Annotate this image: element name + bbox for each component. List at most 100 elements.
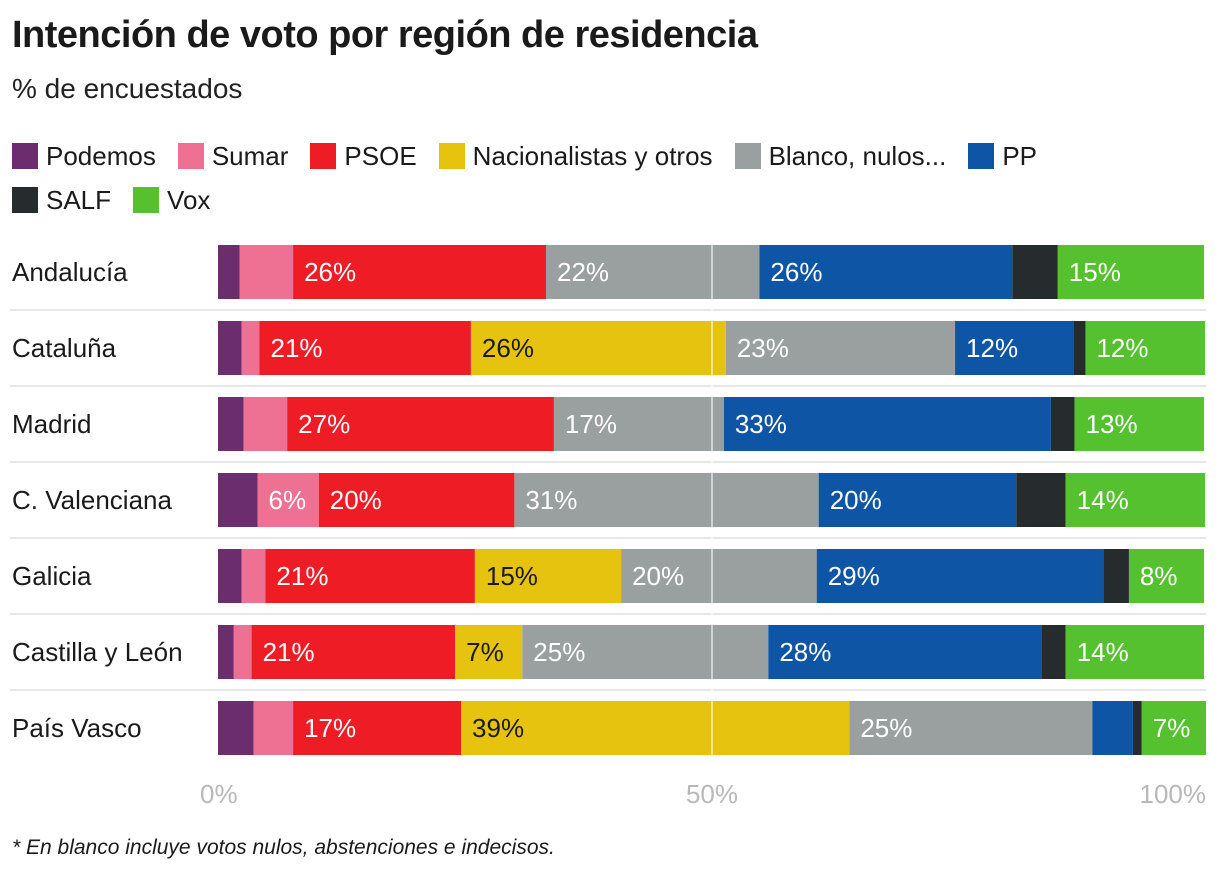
bar-segment	[818, 473, 1017, 527]
bar-segment	[955, 321, 1074, 375]
bar-segment	[243, 397, 288, 451]
category-label: Castilla y León	[12, 637, 183, 667]
x-tick-label: 50%	[686, 779, 738, 809]
bar-segment	[293, 701, 462, 755]
category-label: Cataluña	[12, 333, 117, 363]
data-label: 14%	[1077, 637, 1129, 667]
data-label: 39%	[472, 713, 524, 743]
chart-subtitle: % de encuestados	[12, 73, 243, 104]
bar-segment	[1065, 625, 1205, 679]
data-label: 26%	[482, 333, 534, 363]
bar-segment	[233, 625, 252, 679]
data-label: 21%	[270, 333, 322, 363]
bar-segment	[553, 397, 724, 451]
bar-segment	[265, 549, 475, 603]
legend-label: PSOE	[344, 140, 417, 171]
legend-item: Sumar	[177, 140, 289, 172]
bar-segment	[1085, 321, 1206, 375]
legend-label: Podemos	[46, 140, 156, 171]
data-label: 12%	[1096, 333, 1148, 363]
bar-segment	[218, 473, 258, 527]
bar-segment	[1016, 473, 1066, 527]
legend-label: SALF	[46, 184, 112, 215]
data-label: 25%	[860, 713, 912, 743]
data-label: 14%	[1077, 485, 1129, 515]
bar-segment	[1141, 701, 1206, 755]
legend-label: Nacionalistas y otros	[472, 140, 713, 171]
category-label: País Vasco	[12, 713, 142, 743]
data-label: 22%	[557, 257, 609, 287]
data-label: 17%	[304, 713, 356, 743]
bar-segment	[218, 321, 242, 375]
data-label: 20%	[830, 485, 882, 515]
category-label: C. Valenciana	[12, 485, 172, 515]
bar-segment	[259, 321, 471, 375]
bar-segment	[1057, 245, 1205, 299]
data-label: 8%	[1140, 561, 1178, 591]
bar-segment	[239, 245, 294, 299]
legend-label: Vox	[167, 184, 211, 215]
bar-segment	[241, 321, 260, 375]
bar-segment	[218, 701, 254, 755]
legend-swatch	[12, 187, 38, 213]
data-label: 15%	[1069, 257, 1121, 287]
x-tick-label: 0%	[200, 779, 238, 809]
legend-swatch	[310, 143, 337, 169]
bar-segment	[816, 549, 1104, 603]
legend-swatch	[734, 143, 761, 169]
bar-segment	[1103, 549, 1129, 603]
data-label: 6%	[269, 485, 307, 515]
bar-segment	[1092, 701, 1133, 755]
bar-segment	[455, 625, 523, 679]
data-label: 20%	[330, 485, 382, 515]
bar-segment	[218, 625, 234, 679]
bar-segment	[287, 397, 554, 451]
bar-segment	[1132, 701, 1142, 755]
data-label: 7%	[466, 637, 504, 667]
bar-segment	[318, 473, 515, 527]
legend-swatch	[12, 143, 38, 169]
category-label: Madrid	[12, 409, 91, 439]
legend-item: Podemos	[12, 141, 156, 172]
legend-swatch	[177, 143, 204, 169]
bar-segment	[1128, 549, 1205, 603]
data-label: 31%	[525, 485, 577, 515]
bar-segment	[621, 549, 817, 603]
bar-segment	[218, 549, 242, 603]
category-label: Galicia	[12, 561, 92, 591]
bar-segment	[849, 701, 1093, 755]
bar-segment	[522, 625, 769, 679]
data-label: 20%	[632, 561, 684, 591]
data-label: 25%	[533, 637, 585, 667]
bar-segment	[514, 473, 819, 527]
legend-swatch	[133, 187, 160, 213]
data-label: 26%	[770, 257, 822, 287]
data-label: 33%	[735, 409, 787, 439]
legend-label: Sumar	[211, 140, 289, 171]
data-label: 28%	[779, 637, 831, 667]
bar-segment	[1065, 473, 1206, 527]
category-label: Andalucía	[12, 257, 128, 287]
legend-item: PP	[968, 141, 1037, 172]
bar-segment	[723, 397, 1051, 451]
bar-segment	[768, 625, 1042, 679]
data-label: 7%	[1153, 713, 1191, 743]
bar-segment	[1050, 397, 1075, 451]
legend-swatch	[968, 143, 995, 169]
bar-segment	[1074, 397, 1205, 451]
data-label: 29%	[828, 561, 880, 591]
bar-segment	[1041, 625, 1066, 679]
data-label: 21%	[276, 561, 328, 591]
data-label: 26%	[304, 257, 356, 287]
data-label: 12%	[966, 333, 1018, 363]
legend-item: PSOE	[310, 140, 417, 172]
bar-segment	[470, 321, 726, 375]
data-label: 27%	[298, 409, 350, 439]
bar-segment	[1073, 321, 1086, 375]
bar-segment	[241, 549, 266, 603]
bar-segment	[218, 397, 244, 451]
bar-segment	[725, 321, 956, 375]
bar-segment	[759, 245, 1013, 299]
legend-item: Blanco, nulos...	[734, 141, 946, 172]
data-label: 23%	[737, 333, 789, 363]
